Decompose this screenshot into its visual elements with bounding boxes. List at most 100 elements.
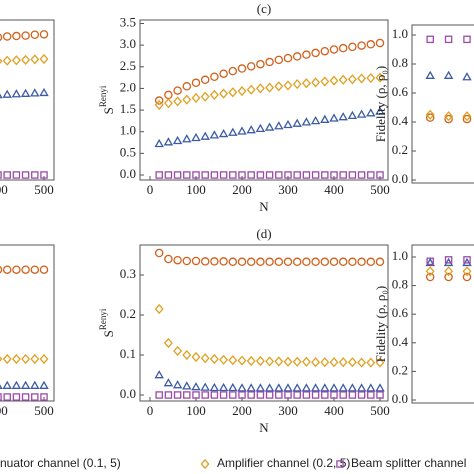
marker bbox=[247, 171, 255, 179]
marker bbox=[320, 114, 330, 123]
marker bbox=[302, 391, 311, 399]
marker bbox=[321, 391, 329, 399]
marker bbox=[228, 257, 238, 267]
marker bbox=[40, 393, 48, 401]
plot-frame bbox=[0, 19, 55, 181]
marker bbox=[30, 88, 40, 97]
y-tick-label: 1.0 bbox=[120, 123, 136, 138]
marker bbox=[284, 171, 292, 179]
marker bbox=[264, 383, 275, 392]
marker bbox=[301, 356, 311, 367]
marker bbox=[0, 58, 3, 64]
marker bbox=[154, 248, 164, 258]
marker bbox=[256, 257, 265, 267]
marker bbox=[237, 355, 247, 366]
marker bbox=[182, 349, 192, 361]
x-tick-label: 400 bbox=[0, 182, 8, 197]
marker bbox=[255, 383, 266, 392]
marker bbox=[183, 171, 191, 179]
y-tick-label: 0.8 bbox=[392, 277, 408, 292]
marker bbox=[182, 256, 192, 266]
marker bbox=[311, 257, 320, 267]
marker bbox=[338, 357, 348, 368]
plot-frame bbox=[139, 19, 389, 181]
marker bbox=[338, 74, 348, 85]
marker bbox=[292, 356, 302, 367]
marker bbox=[444, 256, 453, 264]
marker bbox=[209, 130, 220, 139]
marker bbox=[246, 383, 256, 392]
x-axis-label: N bbox=[259, 199, 269, 214]
marker bbox=[246, 84, 256, 95]
marker bbox=[329, 257, 339, 267]
marker bbox=[21, 393, 30, 401]
marker bbox=[275, 391, 283, 399]
marker bbox=[200, 353, 210, 364]
marker bbox=[39, 380, 49, 389]
x-tick-label: 100 bbox=[186, 403, 206, 418]
x-tick-label: 400 bbox=[0, 403, 8, 418]
marker bbox=[265, 82, 275, 93]
marker bbox=[338, 43, 348, 53]
marker bbox=[274, 383, 284, 392]
marker bbox=[21, 171, 30, 179]
marker bbox=[283, 356, 293, 367]
marker bbox=[283, 53, 293, 63]
marker bbox=[366, 40, 376, 49]
marker bbox=[39, 87, 49, 97]
marker bbox=[425, 109, 435, 120]
x-tick-label: 0 bbox=[147, 403, 154, 418]
legend-marker bbox=[336, 460, 344, 468]
marker bbox=[330, 171, 338, 179]
plot-frame bbox=[411, 24, 474, 184]
marker bbox=[274, 257, 284, 267]
marker bbox=[366, 72, 376, 84]
marker bbox=[329, 45, 339, 54]
marker bbox=[191, 351, 201, 363]
marker bbox=[256, 59, 265, 69]
marker bbox=[366, 257, 376, 267]
marker bbox=[376, 171, 384, 179]
marker bbox=[210, 72, 219, 81]
marker bbox=[246, 125, 256, 134]
marker bbox=[30, 265, 40, 274]
marker bbox=[256, 171, 265, 179]
plot-frame bbox=[411, 244, 474, 404]
marker bbox=[444, 272, 453, 282]
marker bbox=[163, 137, 174, 146]
x-tick-label: 200 bbox=[232, 182, 252, 197]
y-tick-label: 0.3 bbox=[120, 266, 136, 281]
marker bbox=[30, 54, 40, 65]
y-tick-label: 0.0 bbox=[120, 166, 136, 181]
marker bbox=[426, 35, 434, 44]
marker bbox=[12, 265, 21, 274]
marker bbox=[192, 391, 200, 399]
legend-marker bbox=[200, 458, 210, 470]
marker bbox=[338, 257, 348, 267]
marker bbox=[247, 391, 255, 399]
marker bbox=[444, 266, 454, 277]
marker bbox=[366, 357, 376, 368]
marker bbox=[329, 383, 339, 392]
marker bbox=[348, 171, 357, 179]
marker bbox=[20, 380, 31, 389]
marker bbox=[330, 391, 338, 399]
marker bbox=[462, 111, 472, 122]
legend-label: Amplifier channel (0.2, 5) bbox=[217, 456, 350, 470]
marker bbox=[182, 82, 192, 91]
x-tick-label: 500 bbox=[34, 403, 54, 418]
marker bbox=[275, 171, 283, 179]
marker bbox=[173, 171, 182, 179]
marker bbox=[228, 382, 238, 392]
marker bbox=[11, 380, 22, 389]
marker bbox=[311, 171, 320, 179]
marker bbox=[256, 391, 265, 399]
x-axis-label: N bbox=[259, 420, 269, 435]
marker bbox=[182, 134, 192, 143]
legend-label: Beam splitter channel bbox=[351, 456, 466, 470]
x-tick-label: 500 bbox=[370, 182, 390, 197]
marker bbox=[311, 48, 320, 58]
marker bbox=[219, 354, 229, 365]
marker bbox=[11, 55, 21, 66]
marker bbox=[310, 115, 321, 125]
